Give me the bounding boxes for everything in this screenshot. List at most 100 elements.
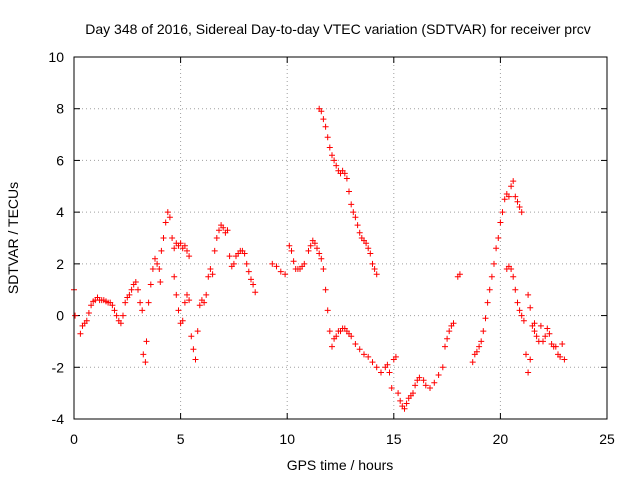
y-tick-label: 4 [56,204,64,220]
data-point [166,214,173,221]
data-point [318,255,325,262]
data-point [184,291,190,298]
data-point [435,372,442,378]
data-point [371,266,378,272]
data-point [373,271,380,278]
data-point [516,307,523,314]
y-tick-label: 6 [56,152,64,168]
x-tick-label: 20 [493,431,509,447]
data-point [363,240,370,247]
data-point [113,312,120,319]
data-point [501,196,508,203]
data-point [122,299,129,306]
data-point [143,338,150,345]
data-point [157,279,164,285]
data-point [378,369,384,376]
y-axis-label: SDTVAR / TECUs [5,182,21,294]
x-tick-label: 25 [599,431,615,447]
data-point [518,209,525,216]
data-point [495,235,502,241]
data-point [85,310,92,316]
data-point [525,369,532,376]
chart-title: Day 348 of 2016, Sidereal Day-to-day VTE… [85,21,591,37]
data-point [117,320,124,327]
data-point [505,193,512,200]
data-point [220,224,227,231]
data-point [184,247,190,254]
data-point [527,304,534,311]
data-point [508,183,515,190]
data-point [286,242,293,249]
data-point [544,325,551,332]
data-point [226,253,233,260]
data-point [491,260,497,267]
data-point [514,299,521,306]
data-point [203,291,210,298]
data-point [486,286,493,293]
data-point [179,317,186,324]
tick-marks [73,56,608,420]
data-point [169,235,176,241]
data-point [395,390,402,397]
data-point [188,333,195,340]
data-point [324,134,331,141]
data-point [348,201,355,208]
data-point [527,356,534,363]
data-points [71,105,568,412]
data-point [181,242,188,249]
data-point [149,266,156,272]
data-point [142,359,149,366]
data-point [201,299,208,306]
data-point [559,341,566,347]
data-point [171,273,178,280]
data-point [397,397,404,404]
data-point [367,250,374,257]
data-point [194,328,201,335]
y-tick-label: 8 [56,101,64,117]
data-point [546,330,553,337]
data-point [277,268,284,275]
data-point [514,198,521,205]
data-point [145,299,152,306]
data-point [192,356,199,363]
data-point [273,263,280,270]
data-point [329,152,335,159]
data-point [361,351,367,358]
data-point [341,170,348,177]
data-point [510,273,517,280]
data-point [499,209,506,216]
y-tick-label: -2 [52,359,65,375]
data-point [88,302,95,309]
data-point [350,209,357,216]
data-point [520,317,527,324]
data-point [488,273,495,280]
data-point [439,364,446,371]
data-point [154,260,161,267]
data-point [386,369,393,376]
x-tick-label: 10 [279,431,295,447]
x-tick-label: 0 [70,431,78,447]
data-point [250,281,257,288]
data-point [497,219,504,226]
data-point [269,260,276,267]
y-tick-labels: -4 -2 0 2 4 6 8 10 [48,49,64,427]
data-point [365,245,372,252]
x-tick-labels: 0 5 10 15 20 25 [70,431,615,447]
data-point [152,255,158,262]
data-point [162,219,169,226]
data-point [442,343,448,350]
data-point [320,116,327,123]
data-point [369,359,376,366]
x-axis-label: GPS time / hours [287,457,394,473]
data-point [329,343,335,350]
data-point [450,320,457,327]
data-point [484,299,491,306]
data-point [333,333,340,340]
data-point [135,286,141,293]
data-point [175,307,182,314]
data-point [403,400,410,407]
data-point [311,240,318,247]
data-point [209,271,216,278]
data-point [320,266,327,272]
data-point [156,266,163,272]
